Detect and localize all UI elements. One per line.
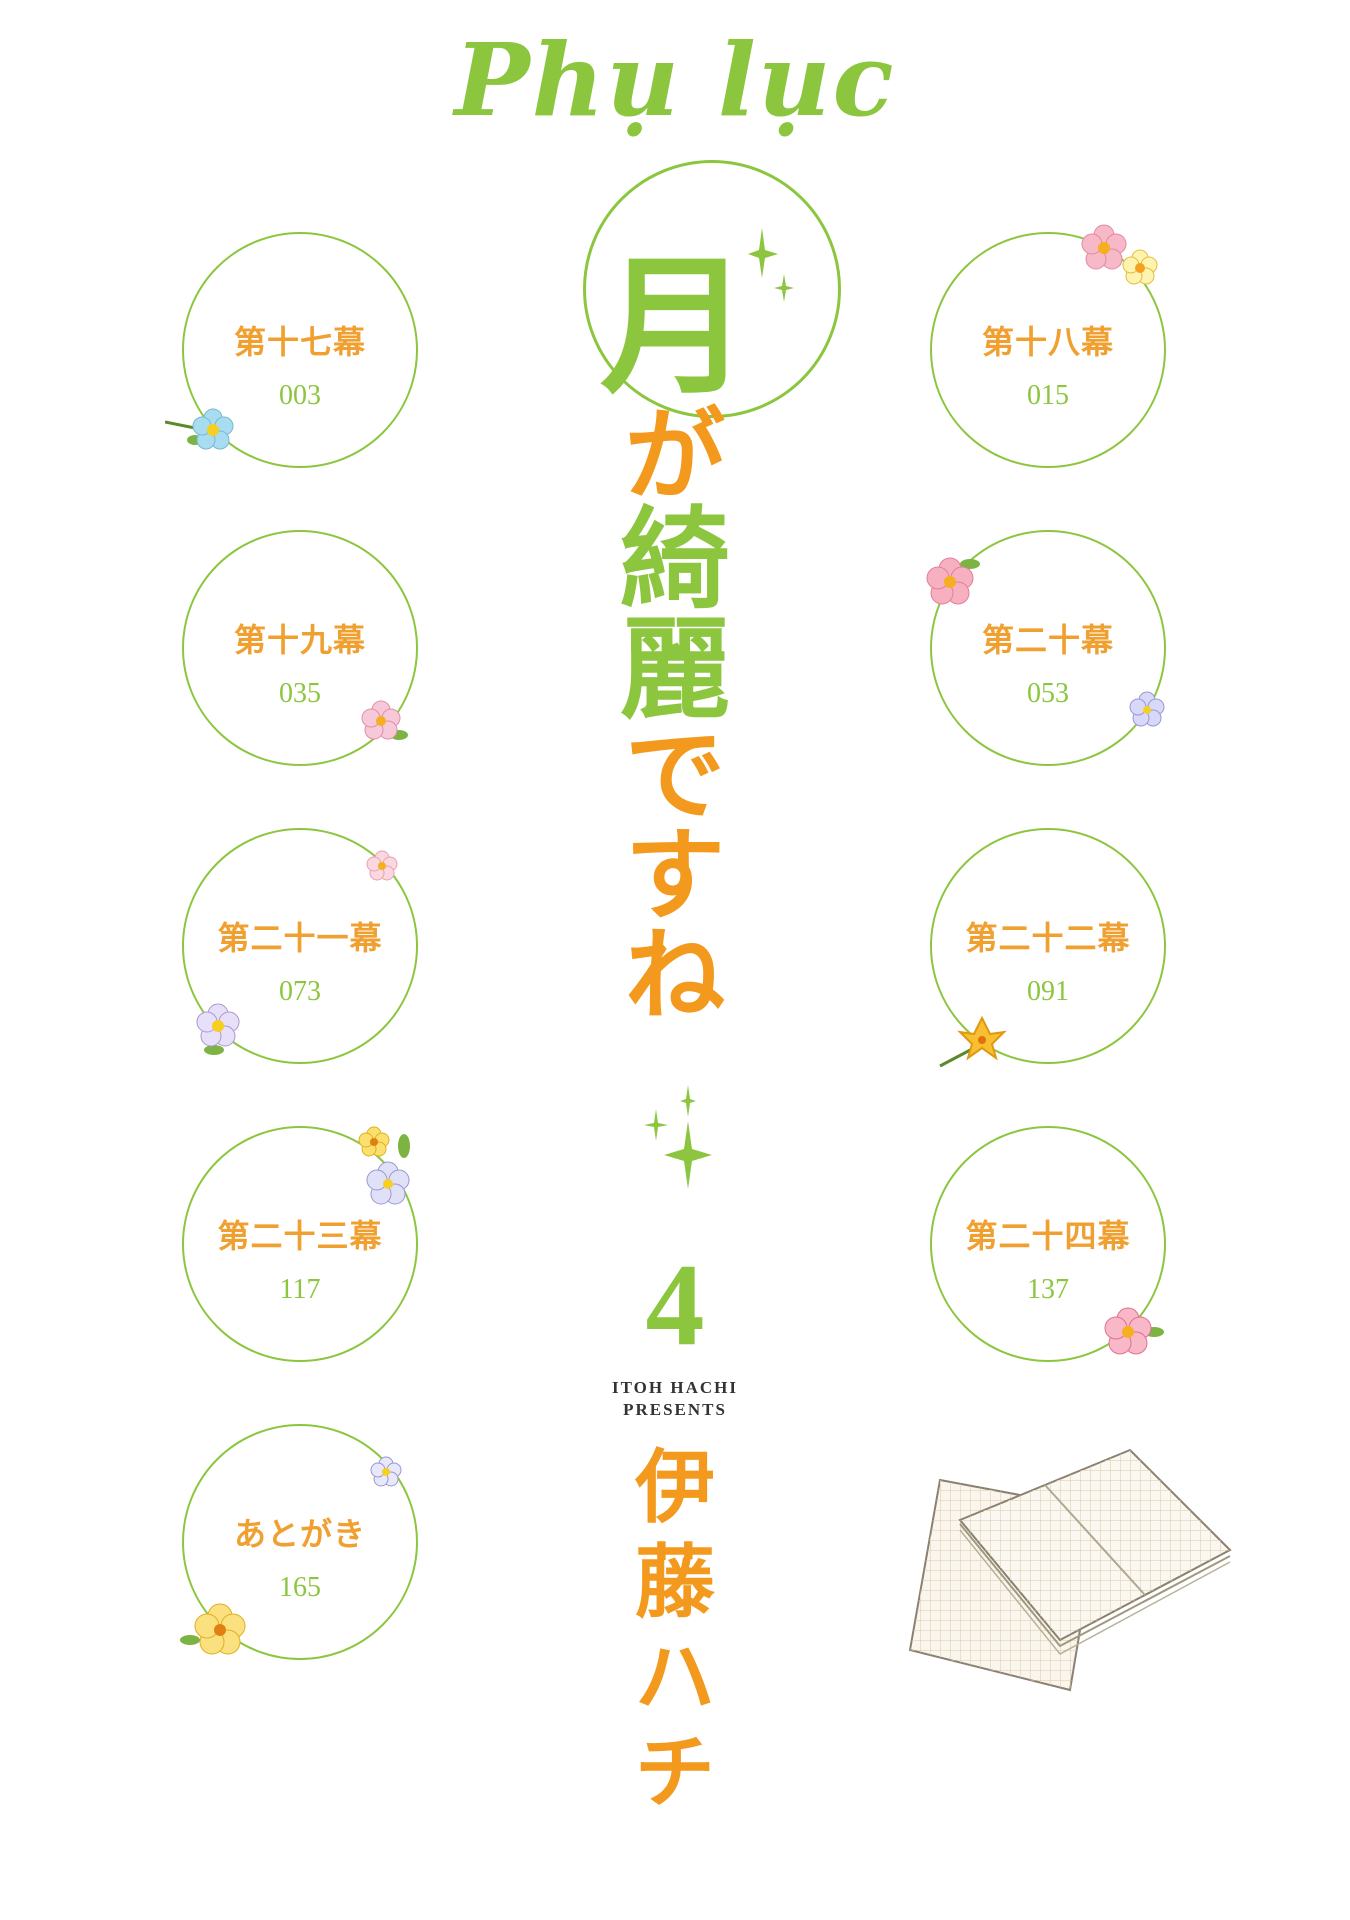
author-char: ハ [635, 1630, 715, 1724]
author-char: チ [635, 1725, 715, 1819]
flower-icon [1129, 691, 1165, 727]
presents-line: ITOH HACHI [612, 1378, 738, 1397]
flower-icon [926, 557, 980, 605]
chapter-page-number: 053 [1027, 678, 1069, 709]
flower-icon [366, 850, 398, 881]
flower-icon [165, 408, 234, 450]
title-char: す [625, 816, 725, 934]
chapter-page-number: 117 [279, 1274, 321, 1305]
chapter-title: 第二十二幕 [965, 919, 1131, 957]
chapter-item[interactable]: 第二十四幕 137 [930, 1126, 1166, 1362]
book-title: 月 が 綺 麗 で す ね [600, 239, 751, 1034]
chapter-page-number: 137 [1027, 1274, 1069, 1305]
chapter-title: 第二十四幕 [965, 1217, 1131, 1255]
chapter-title: 第十八幕 [981, 323, 1114, 361]
chapter-item[interactable]: 第二十二幕 091 [930, 828, 1166, 1064]
chapter-title: 第十七幕 [233, 323, 366, 361]
sparkle-icon [748, 228, 794, 302]
chapter-page-number: 165 [279, 1572, 321, 1603]
title-char: ね [625, 916, 725, 1034]
page-heading: Phụ lục [454, 21, 896, 139]
flower-icon [939, 1015, 1007, 1068]
chapter-page-number: 091 [1027, 976, 1069, 1007]
chapter-page-number: 073 [279, 976, 321, 1007]
chapter-item[interactable]: 第二十幕 053 [930, 530, 1166, 766]
flower-icon [361, 700, 408, 740]
flower-icon [358, 1126, 410, 1205]
chapter-item[interactable]: 第十七幕 003 [182, 232, 418, 468]
author-name: 伊 藤 ハ チ [600, 1440, 750, 1820]
sparkle-icon [644, 1085, 712, 1189]
chapter-page-number: 003 [279, 380, 321, 411]
chapter-item[interactable]: 第十九幕 035 [182, 530, 418, 766]
title-char: 月 [600, 239, 751, 415]
logo-ring [583, 160, 841, 418]
author-char: 伊 [635, 1440, 715, 1534]
chapter-title: あとがき [233, 1515, 366, 1553]
chapter-item[interactable]: 第十八幕 015 [930, 232, 1166, 468]
chapter-item[interactable]: 第二十一幕 073 [182, 828, 418, 1064]
title-char: で [625, 716, 725, 834]
chapter-title: 第二十三幕 [217, 1217, 383, 1255]
flower-icon [370, 1456, 402, 1487]
title-char: が [625, 396, 725, 514]
title-char: 麗 [620, 605, 730, 734]
presents-label: ITOH HACHI PRESENTS [560, 1377, 790, 1421]
chapter-item[interactable]: 第二十三幕 117 [182, 1126, 418, 1362]
chapter-item[interactable]: あとがき 165 [182, 1424, 418, 1660]
chapter-title: 第二十一幕 [217, 919, 383, 957]
flower-icon [1081, 224, 1158, 285]
volume-number: 4 [645, 1239, 705, 1370]
chapter-title: 第十九幕 [233, 621, 366, 659]
author-char: 藤 [635, 1535, 715, 1629]
title-char: 綺 [620, 495, 730, 624]
chapter-page-number: 015 [1027, 380, 1069, 411]
chapter-title: 第二十幕 [981, 621, 1114, 659]
manuscript-paper-icon [908, 1448, 1232, 1692]
presents-line: PRESENTS [623, 1400, 727, 1419]
flower-icon [1104, 1307, 1164, 1355]
flower-icon [180, 1603, 246, 1655]
chapter-page-number: 035 [279, 678, 321, 709]
flower-icon [196, 1003, 240, 1055]
